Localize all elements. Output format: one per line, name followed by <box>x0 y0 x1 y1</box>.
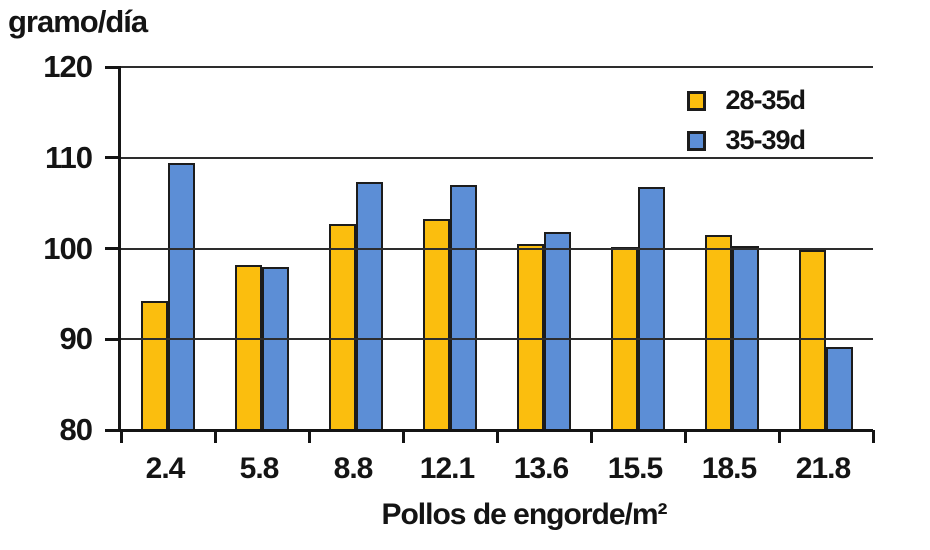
y-tick-label-120: 120 <box>43 49 93 84</box>
y-tick-label-90: 90 <box>59 321 93 357</box>
bar-35-39d-5.8 <box>262 266 289 430</box>
x-tick-label-12.1: 12.1 <box>419 452 475 485</box>
bar-28-35d-12.1 <box>423 219 450 430</box>
bar-35-39d-13.6 <box>544 232 571 430</box>
bar-group-5.8 <box>215 67 309 430</box>
x-tick-label-18.5: 18.5 <box>701 452 757 485</box>
bar-28-35d-2.4 <box>141 301 168 430</box>
bar-group-8.8 <box>309 67 403 430</box>
y-axis-labels: 80 90 100 110 120 <box>0 49 106 447</box>
bar-28-35d-5.8 <box>235 264 262 430</box>
x-tick-2 <box>307 430 311 443</box>
y-tick-80 <box>105 428 121 432</box>
bar-group-18.5 <box>685 67 779 430</box>
bar-35-39d-18.5 <box>732 245 759 430</box>
legend-label: 28-35d <box>725 85 806 115</box>
x-tick-label-21.8: 21.8 <box>795 452 851 485</box>
x-tick-6 <box>683 430 687 443</box>
x-tick-0 <box>119 430 123 443</box>
y-axis-title: gramo/día <box>8 4 148 39</box>
bar-28-35d-8.8 <box>329 224 356 430</box>
y-tick-label-80: 80 <box>59 412 93 447</box>
bar-group-13.6 <box>497 67 591 430</box>
legend-item-35-39d: 35-39d <box>687 125 806 155</box>
x-tick-label-5.8: 5.8 <box>239 452 280 485</box>
x-tick-label-8.8: 8.8 <box>333 452 374 485</box>
y-tick-120 <box>105 65 121 69</box>
x-tick-label-15.5: 15.5 <box>607 452 663 485</box>
bar-28-35d-13.6 <box>517 243 544 430</box>
gridline-120 <box>121 66 873 68</box>
bar-35-39d-8.8 <box>356 182 383 430</box>
legend-item-28-35d: 28-35d <box>687 85 806 115</box>
x-axis-labels: 2.4 5.8 8.8 12.1 13.6 15.5 18.5 21.8 <box>118 452 870 494</box>
gridline-110 <box>121 156 873 159</box>
bar-group-15.5 <box>591 67 685 430</box>
bar-group-12.1 <box>403 67 497 430</box>
bar-35-39d-15.5 <box>638 186 665 430</box>
legend: 28-35d 35-39d <box>687 85 806 155</box>
x-tick-label-2.4: 2.4 <box>145 452 186 485</box>
y-tick-110 <box>105 156 121 160</box>
x-axis-title: Pollos de engorde/m² <box>381 498 667 531</box>
x-tick-5 <box>589 430 593 443</box>
bar-group-2.4 <box>121 67 215 430</box>
x-tick-4 <box>495 430 499 443</box>
legend-swatch-icon <box>687 130 707 151</box>
y-tick-100 <box>105 247 121 250</box>
plot-area: 28-35d 35-39d <box>105 65 875 443</box>
x-tick-1 <box>213 430 217 443</box>
bar-35-39d-21.8 <box>826 346 853 430</box>
x-tick-8 <box>871 430 875 443</box>
gridline-90 <box>121 338 873 341</box>
y-tick-label-110: 110 <box>44 139 93 175</box>
x-tick-label-13.6: 13.6 <box>513 452 569 485</box>
legend-label: 35-39d <box>725 125 806 155</box>
bar-35-39d-12.1 <box>450 184 477 430</box>
x-tick-3 <box>401 430 405 443</box>
bars-container <box>121 67 873 430</box>
bar-28-35d-18.5 <box>705 234 732 430</box>
legend-swatch-icon <box>687 90 707 111</box>
bar-35-39d-2.4 <box>168 163 195 430</box>
y-tick-90 <box>105 337 121 341</box>
y-tick-label-100: 100 <box>43 230 93 266</box>
x-tick-7 <box>777 430 781 443</box>
gridline-100 <box>121 247 873 250</box>
